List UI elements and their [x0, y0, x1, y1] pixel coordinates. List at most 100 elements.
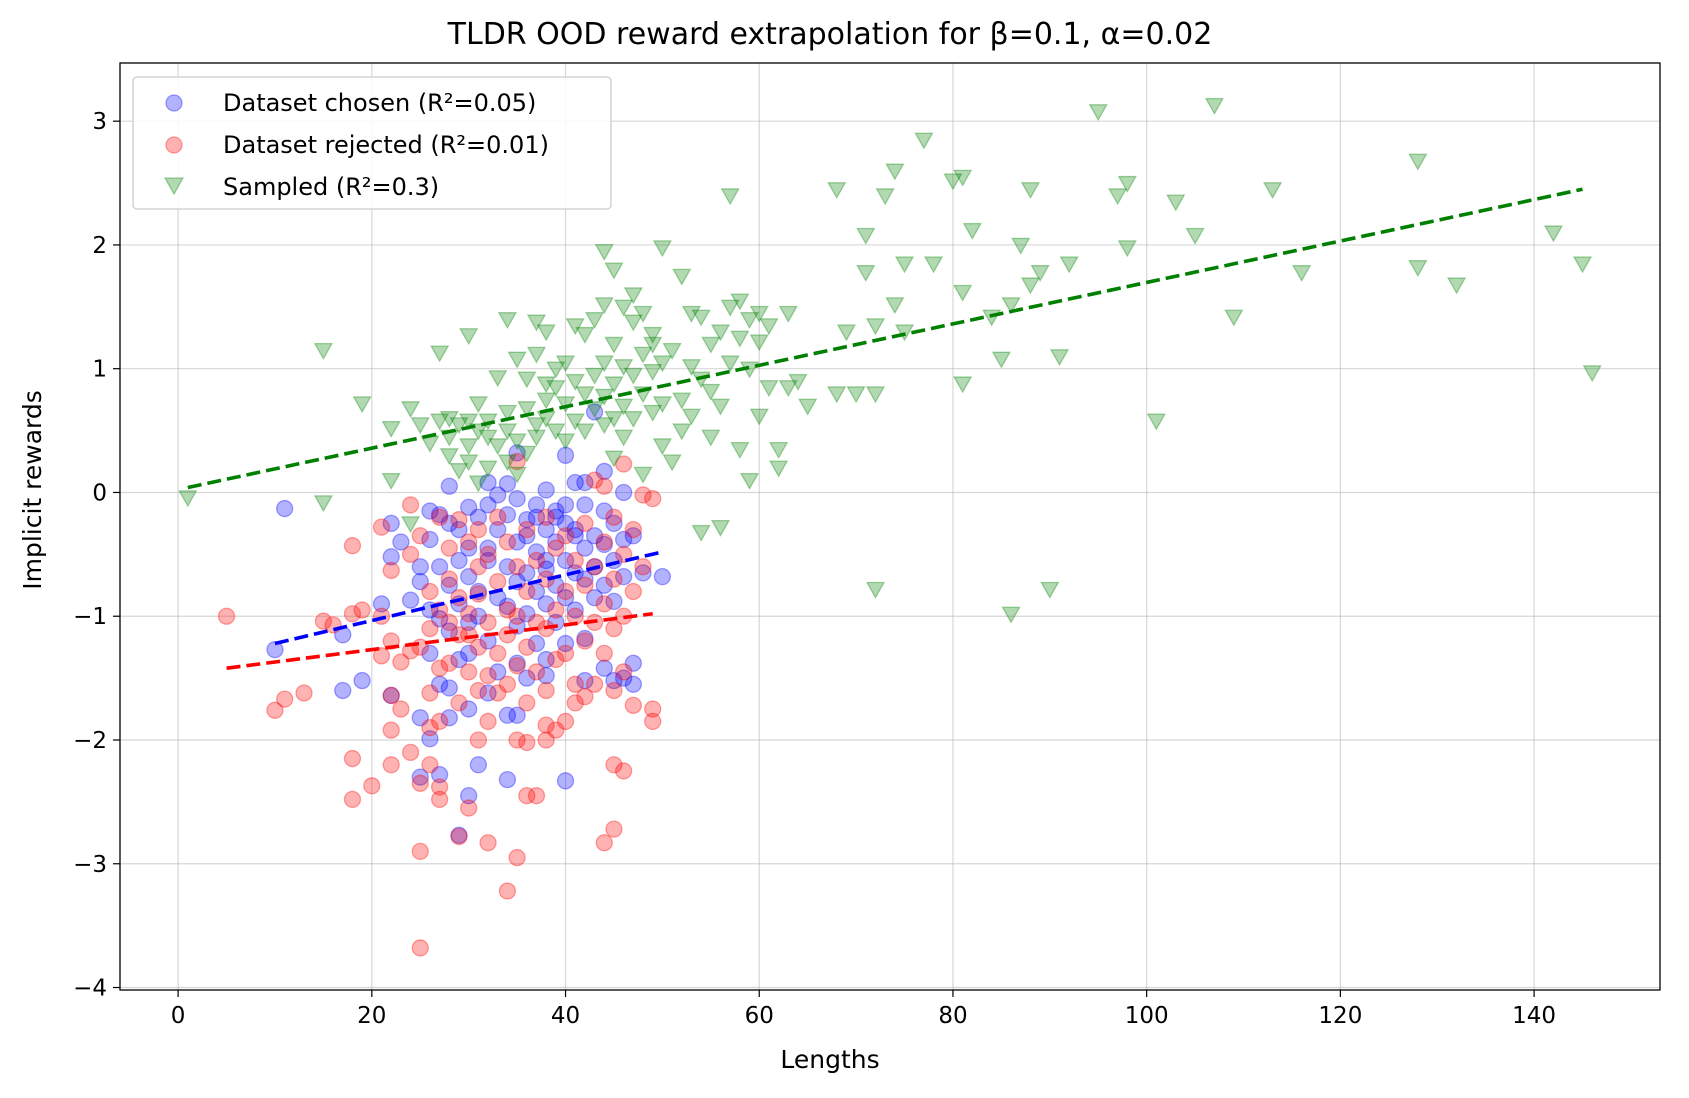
data-point: [430, 790, 449, 809]
data-point: [730, 293, 750, 311]
data-point: [439, 411, 459, 429]
x-axis-label: Lengths: [780, 1045, 879, 1074]
data-point: [556, 712, 575, 731]
data-point: [430, 765, 449, 784]
data-point: [469, 638, 488, 656]
axis-ticks: 0 20 40 60 80 100 120 140 −4 −3 −2 −1 0 1 2 3: [73, 109, 1556, 1029]
data-point: [489, 486, 507, 504]
data-point: [430, 558, 449, 576]
data-point: [468, 396, 488, 414]
data-point: [400, 516, 421, 534]
data-point: [836, 324, 857, 342]
data-point: [527, 543, 546, 561]
data-point: [547, 502, 565, 520]
data-point: [497, 423, 518, 441]
data-point: [381, 420, 401, 438]
data-point: [276, 499, 294, 518]
data-point: [1185, 227, 1205, 245]
data-point: [633, 466, 653, 484]
data-point: [1146, 413, 1166, 431]
data-point: [411, 939, 429, 957]
data-point: [546, 380, 566, 398]
data-point: [953, 284, 973, 302]
data-point: [536, 324, 556, 342]
data-point: [1059, 256, 1079, 274]
data-point: [276, 690, 294, 708]
data-point: [430, 506, 449, 524]
data-point: [372, 647, 391, 665]
data-point: [604, 411, 624, 429]
data-point: [634, 564, 652, 582]
data-point: [614, 455, 633, 473]
data-point: [1049, 349, 1070, 367]
data-point: [479, 473, 497, 492]
data-point: [313, 342, 334, 360]
data-point: [681, 305, 702, 323]
data-point: [953, 169, 973, 187]
data-point: [556, 634, 575, 653]
data-point: [440, 539, 458, 557]
data-point: [1030, 265, 1050, 282]
data-point: [469, 508, 488, 526]
data-point: [584, 401, 605, 419]
data-point: [1166, 194, 1186, 212]
data-point: [1001, 606, 1021, 624]
data-point: [1107, 188, 1128, 206]
data-point: [421, 756, 439, 774]
data-point: [421, 644, 439, 663]
data-point: [546, 361, 566, 379]
data-point: [624, 527, 642, 545]
data-point: [460, 799, 478, 817]
data-point: [478, 460, 498, 478]
data-point: [411, 768, 429, 786]
data-point: [623, 411, 643, 429]
data-point: [479, 613, 497, 632]
data-point: [497, 312, 518, 330]
data-point: [672, 423, 692, 441]
data-point: [421, 718, 439, 737]
data-point: [644, 712, 662, 731]
data-point: [527, 508, 546, 526]
data-point: [392, 700, 410, 718]
legend-label-chosen: Dataset chosen (R²=0.05): [223, 89, 536, 117]
data-point: [313, 495, 334, 513]
data-point: [1582, 365, 1602, 383]
data-point: [450, 551, 468, 570]
data-point: [584, 367, 605, 385]
data-point: [421, 730, 439, 748]
data-point: [759, 380, 779, 398]
legend-label-sampled: Sampled (R²=0.3): [223, 173, 439, 201]
data-point: [382, 561, 400, 580]
data-point: [382, 514, 400, 533]
data-point: [526, 417, 547, 435]
data-point: [701, 383, 721, 401]
data-point: [1040, 581, 1060, 599]
data-point: [1224, 309, 1244, 327]
data-point: [594, 297, 614, 315]
trend-line: [226, 611, 653, 670]
data-point: [537, 681, 555, 700]
data-point: [518, 527, 536, 545]
x-tick-label: 80: [938, 1003, 967, 1029]
data-point: [595, 533, 613, 551]
data-point: [546, 423, 566, 441]
data-point: [266, 640, 284, 659]
data-point: [576, 576, 594, 594]
legend-marker-sampled: [163, 177, 185, 196]
data-point: [1088, 104, 1108, 122]
data-point: [440, 679, 458, 697]
data-point: [526, 346, 547, 364]
data-point: [382, 756, 400, 774]
data-point: [730, 330, 750, 348]
trend-line: [274, 550, 663, 646]
data-point: [460, 787, 478, 805]
data-point: [469, 731, 488, 749]
data-point: [518, 669, 536, 687]
data-point: [536, 376, 556, 394]
data-point: [846, 386, 866, 404]
data-point: [614, 530, 633, 549]
data-point: [1262, 182, 1283, 200]
data-point: [720, 188, 740, 206]
data-point: [498, 601, 517, 619]
data-point: [556, 772, 575, 790]
